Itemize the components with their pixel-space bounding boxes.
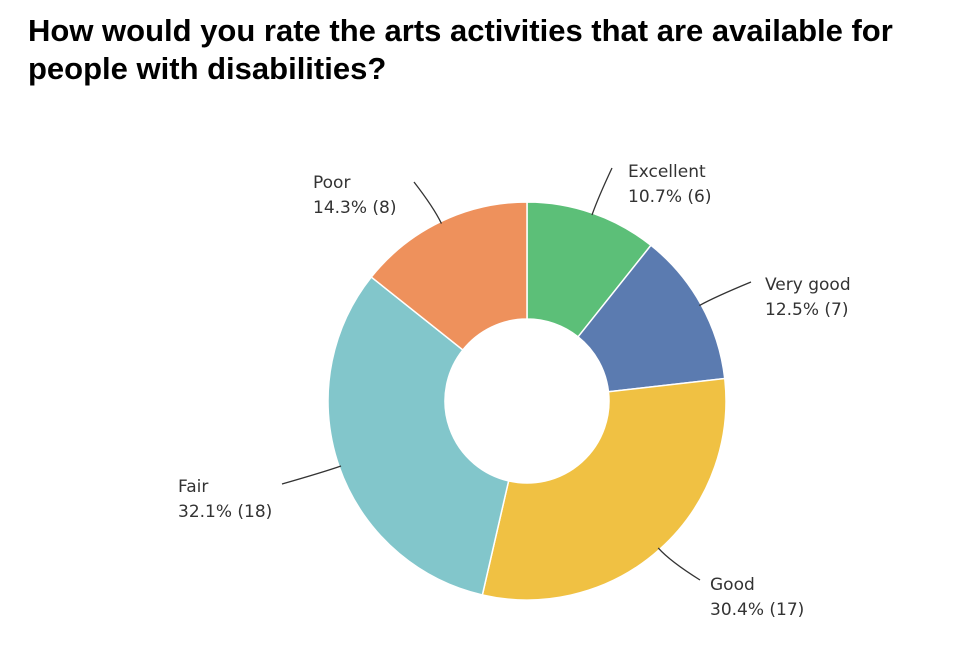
slice-value-label-poor: 14.3% (8) <box>313 198 397 218</box>
slice-name-label-very-good: Very good <box>765 275 851 295</box>
leader-line-very-good <box>699 281 752 307</box>
slice-value-label-very-good: 12.5% (7) <box>765 300 849 320</box>
slice-value-label-fair: 32.1% (18) <box>178 502 272 522</box>
leader-line-group <box>281 167 752 581</box>
leader-line-excellent <box>591 167 613 216</box>
slice-name-label-fair: Fair <box>178 477 208 497</box>
slice-label-group: Excellent 10.7% (6) Very good 12.5% (7) Good… <box>178 162 851 620</box>
slice-name-label-good: Good <box>710 575 755 595</box>
leader-line-good <box>657 547 701 581</box>
slice-value-label-excellent: 10.7% (6) <box>628 187 712 207</box>
leader-line-fair <box>281 465 342 485</box>
slice-very-good <box>577 244 726 393</box>
leader-line-poor <box>413 181 443 224</box>
slice-name-label-excellent: Excellent <box>628 162 706 182</box>
slice-name-label-poor: Poor <box>313 173 350 193</box>
slice-fair <box>327 276 510 596</box>
chart-title: How would you rate the arts activities t… <box>28 13 893 86</box>
slice-poor <box>370 201 528 351</box>
slice-group <box>327 201 727 601</box>
slice-good <box>481 377 727 601</box>
slice-value-label-good: 30.4% (17) <box>710 600 804 620</box>
